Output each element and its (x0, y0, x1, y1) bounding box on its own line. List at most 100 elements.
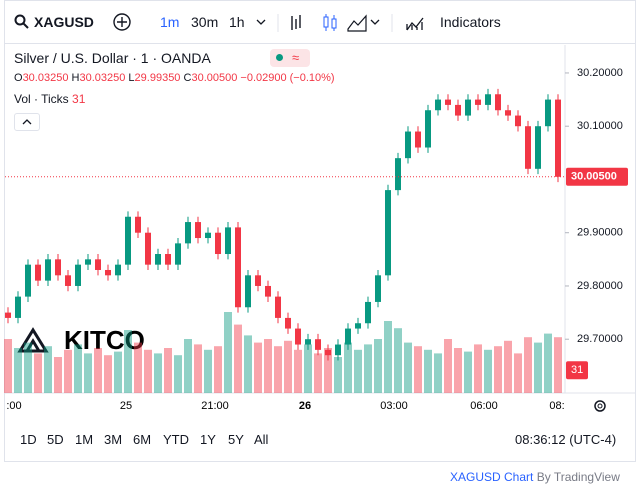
volume-bar (414, 346, 422, 393)
credit-link[interactable]: XAGUSD Chart (450, 470, 534, 484)
candle-body (75, 264, 81, 286)
candle (285, 312, 291, 334)
candle-body (555, 99, 561, 177)
candle (175, 238, 181, 270)
range-button[interactable]: 1M (75, 432, 94, 447)
volume-bar (424, 349, 432, 393)
candle (5, 307, 11, 324)
y-tick-label: 30.10000 (577, 120, 623, 132)
label: Vol · Ticks (14, 92, 69, 106)
volume-bar (154, 353, 162, 393)
symbol[interactable]: XAGUSD (34, 14, 94, 30)
candle (195, 216, 201, 244)
candle-body (5, 312, 11, 318)
candle-body (515, 115, 521, 127)
range-button[interactable]: 5D (47, 432, 64, 447)
value: 31 (72, 92, 86, 106)
volume-bar (64, 349, 72, 393)
range-button[interactable]: 3M (104, 432, 123, 447)
settings-icon[interactable] (594, 400, 606, 412)
y-tick-label: 29.80000 (577, 280, 623, 292)
volume-bar (344, 342, 352, 393)
candle (455, 99, 461, 121)
candle-body (355, 323, 361, 329)
indicators-button[interactable]: Indicators (440, 14, 501, 30)
candle (205, 227, 211, 244)
collapse-button[interactable] (14, 113, 40, 131)
add-symbol[interactable] (112, 12, 132, 32)
candle (75, 259, 81, 292)
range-button[interactable]: YTD (163, 432, 189, 447)
candle-body (15, 296, 21, 318)
candle-body (535, 126, 541, 169)
x-tick-label: 21:00 (201, 400, 229, 412)
volume-bar (454, 348, 462, 393)
value: 30.00500 (191, 72, 238, 84)
candle (465, 94, 471, 121)
x-tick-label: 06:00 (470, 400, 498, 412)
volume-bar (494, 346, 502, 393)
candle-body (215, 232, 221, 255)
volume-bar (14, 348, 22, 393)
candle (335, 339, 341, 361)
candle (545, 94, 551, 132)
range-button[interactable]: 1D (20, 432, 37, 447)
y-tick-label: 29.90000 (577, 227, 623, 239)
candle (65, 269, 71, 292)
candle (255, 269, 261, 292)
candle (515, 110, 521, 132)
candle-body (495, 94, 501, 111)
interval[interactable]: 1h (229, 14, 245, 30)
volume-bar (524, 337, 532, 393)
volume-bar (364, 344, 372, 393)
volume-bar (504, 340, 512, 393)
volume-bar (514, 353, 522, 393)
candle (325, 344, 331, 361)
volume-bar (394, 328, 402, 393)
volume-bar (144, 349, 152, 393)
range-button[interactable]: 1Y (200, 432, 216, 447)
volume-bar (234, 324, 242, 393)
candle-body (415, 131, 421, 148)
interval[interactable]: 1m (160, 14, 180, 30)
interval[interactable]: 30m (191, 14, 219, 30)
candle-body (325, 349, 331, 356)
volume-bar (304, 344, 312, 393)
value: 30.03250 (79, 72, 126, 84)
candle (45, 254, 51, 286)
volume-bar (104, 355, 112, 393)
x-tick-label: 08: (549, 400, 564, 412)
range-button[interactable]: 6M (133, 432, 152, 447)
volume-bar (164, 348, 172, 393)
volume-bar (544, 333, 552, 393)
candle-body (365, 301, 371, 324)
candle (495, 88, 501, 116)
candle-body (505, 110, 511, 116)
candle-body (465, 99, 471, 116)
volume-bar (324, 348, 332, 393)
volume-bar (374, 339, 382, 393)
candle (355, 317, 361, 334)
value: 29.99350 (134, 72, 181, 84)
candle (115, 259, 121, 281)
candle-body (105, 269, 111, 276)
last-price-label: 30.00500 (571, 171, 617, 183)
candle (135, 211, 141, 239)
range-button[interactable]: All (254, 432, 269, 447)
candle-body (185, 222, 191, 244)
candle (295, 323, 301, 350)
candle (415, 126, 421, 153)
volume-bar (274, 346, 282, 393)
label: O (14, 72, 23, 84)
candle (365, 296, 371, 329)
candle (15, 291, 21, 324)
volume-bar (244, 335, 252, 393)
credit: XAGUSD Chart By TradingView (450, 470, 620, 484)
candle-body (525, 126, 531, 169)
candle-body (305, 339, 311, 345)
candle-body (345, 328, 351, 345)
candle (395, 152, 401, 196)
volume-bar (284, 340, 292, 393)
candle (85, 254, 91, 270)
range-button[interactable]: 5Y (228, 432, 244, 447)
